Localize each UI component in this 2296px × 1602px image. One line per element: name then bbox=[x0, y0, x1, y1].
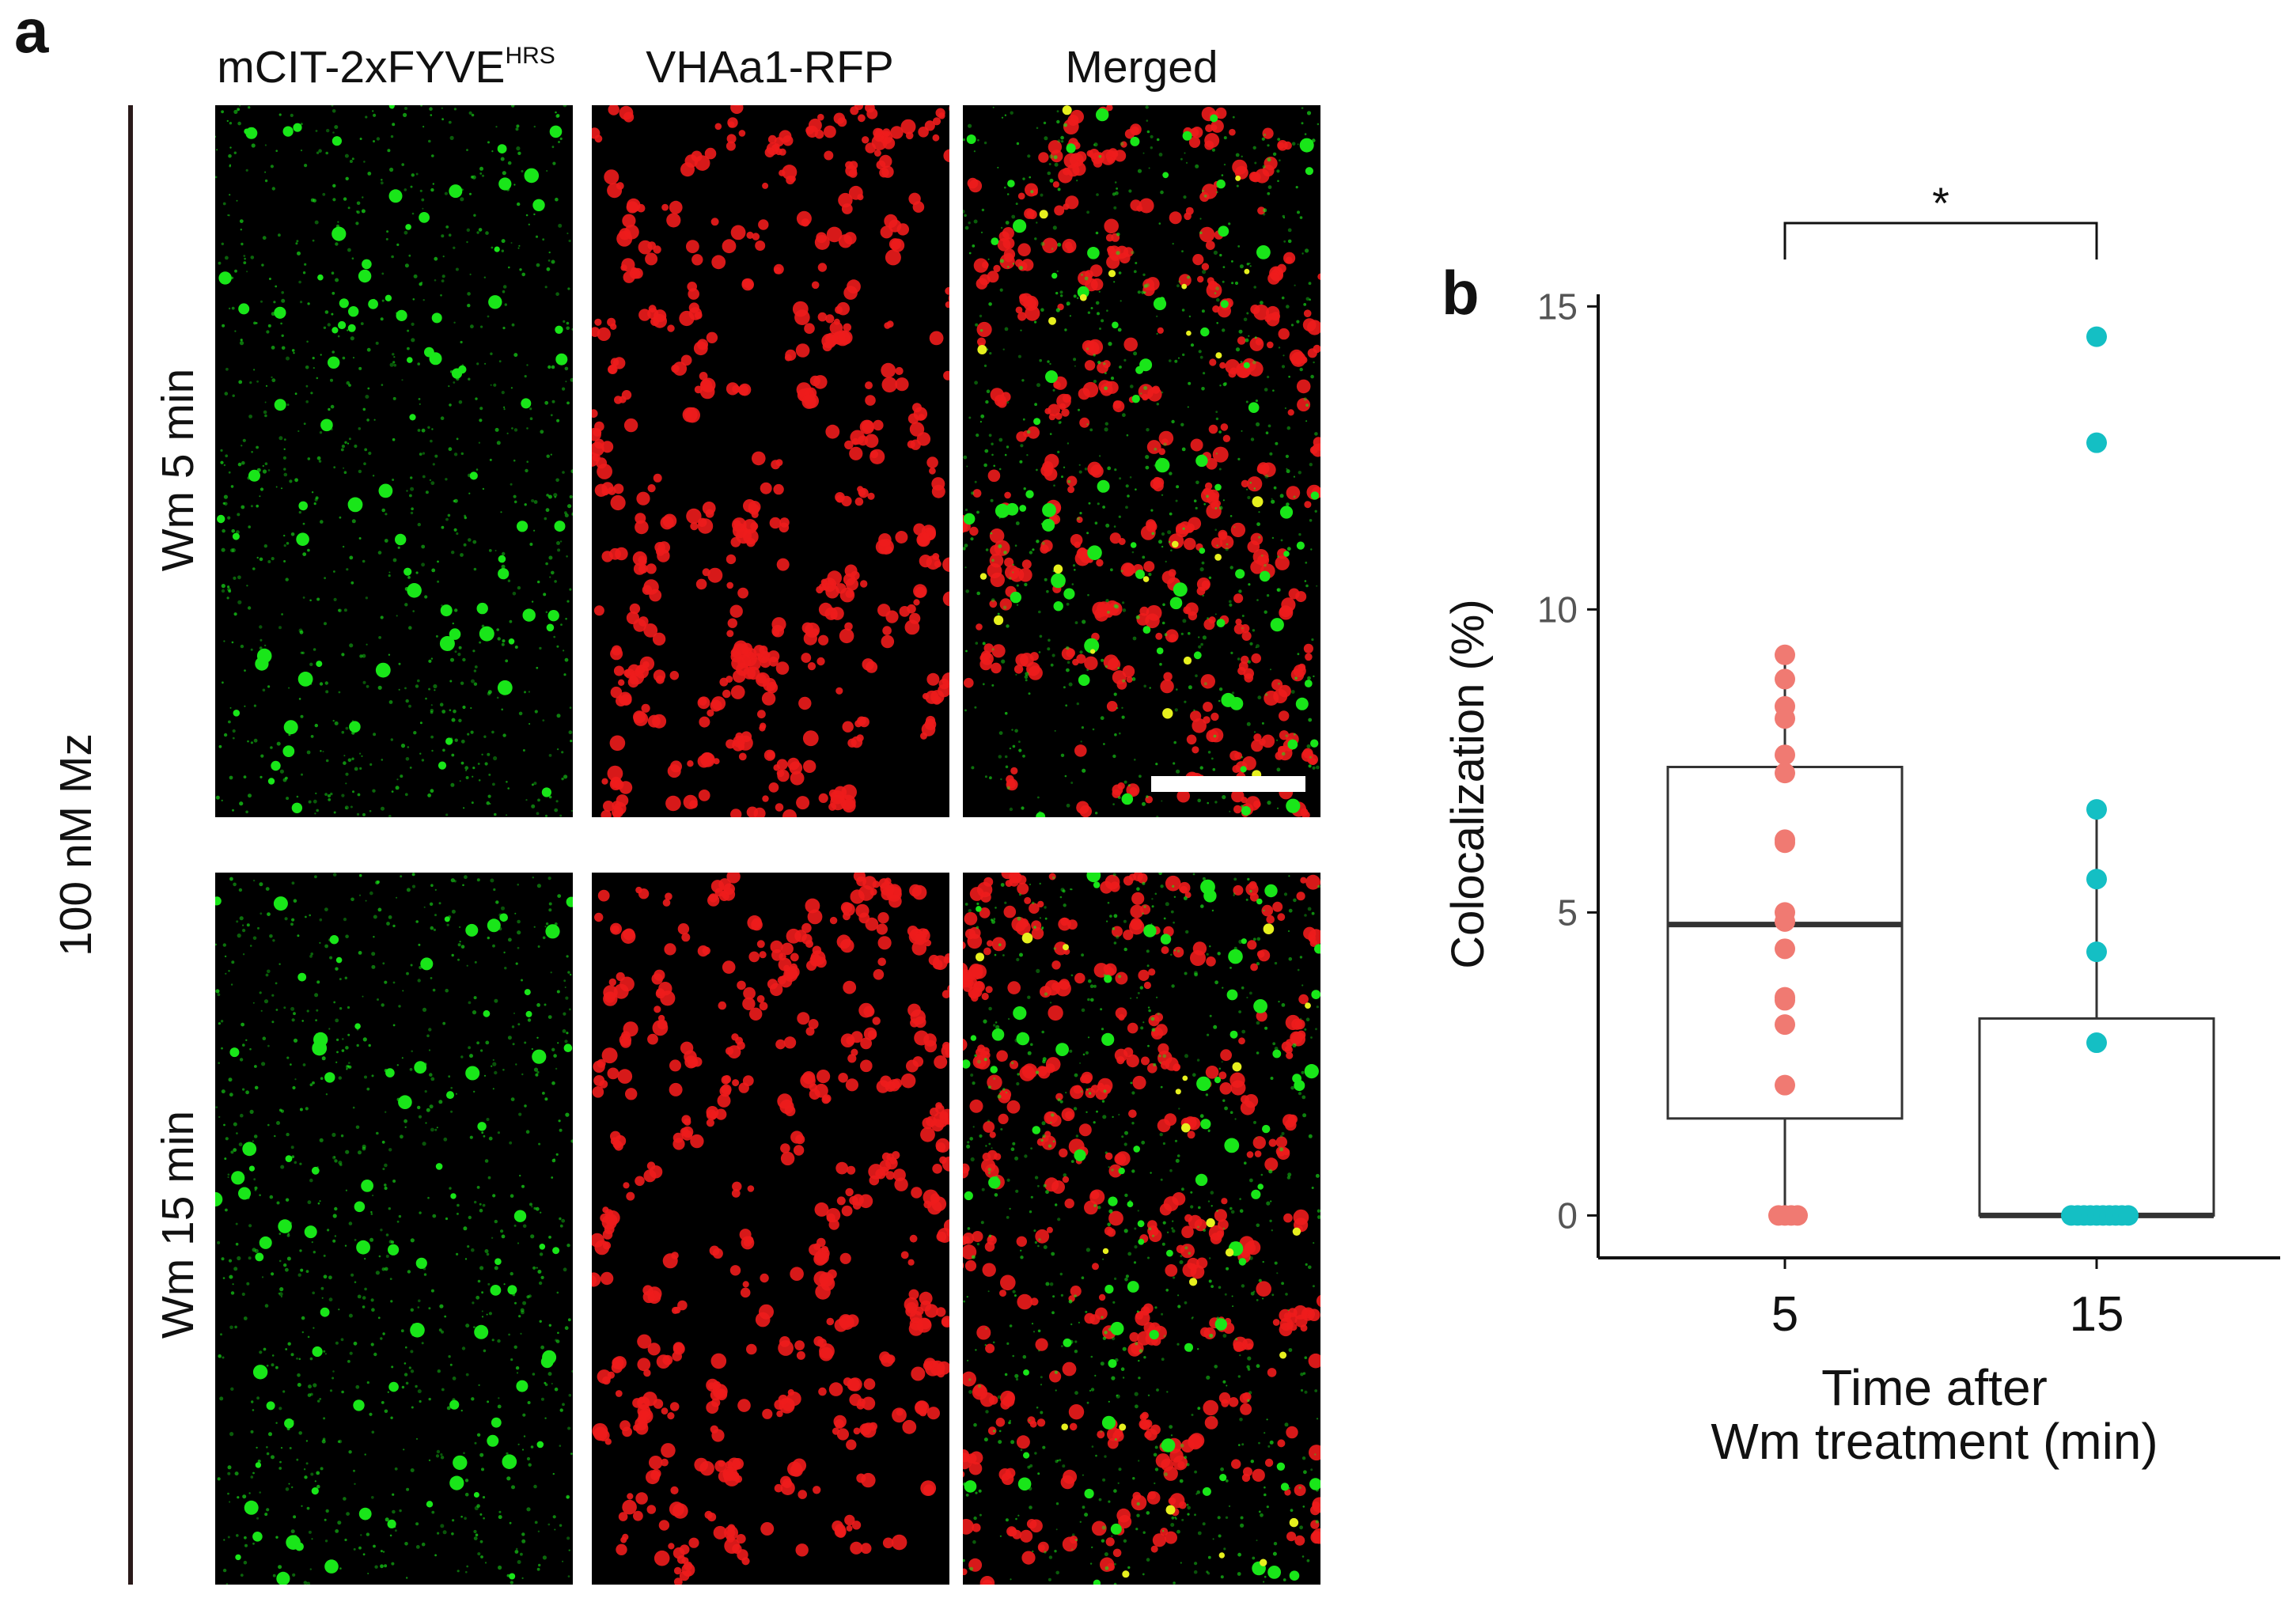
data-point bbox=[2086, 432, 2107, 453]
data-point bbox=[1775, 1074, 1795, 1096]
data-point bbox=[1787, 1205, 1808, 1226]
speckle-layer bbox=[592, 873, 949, 1585]
x-axis-label-line: Wm treatment (min) bbox=[1711, 1413, 2158, 1470]
y-tick-label: 15 bbox=[1537, 286, 1578, 327]
data-point bbox=[1775, 911, 1795, 932]
micrograph-green-wm5 bbox=[215, 105, 573, 817]
column-header-merged: Merged bbox=[1065, 42, 1218, 93]
column-header-red: VHAa1-RFP bbox=[646, 42, 894, 93]
data-point bbox=[2086, 941, 2107, 963]
micrograph-merged-wm5 bbox=[963, 105, 1320, 817]
data-point bbox=[2086, 326, 2107, 347]
significance-bracket bbox=[1783, 222, 2098, 259]
data-point bbox=[1775, 990, 1795, 1011]
y-tick-label: 0 bbox=[1557, 1195, 1578, 1236]
data-point bbox=[1775, 763, 1795, 784]
y-tick-label: 10 bbox=[1537, 589, 1578, 630]
x-axis-label-line: Time after bbox=[1821, 1359, 2048, 1416]
data-point bbox=[1775, 708, 1795, 729]
data-point bbox=[1775, 832, 1795, 854]
speckle-layer bbox=[215, 873, 573, 1585]
speckle-layer bbox=[963, 873, 1320, 1585]
x-tick-label: 15 bbox=[2070, 1287, 2124, 1342]
speckle-layer bbox=[215, 105, 573, 817]
data-point bbox=[1775, 644, 1795, 665]
data-point bbox=[2086, 799, 2107, 820]
significance-label: * bbox=[1932, 178, 1949, 228]
y-axis-label: Colocalization (%) bbox=[1442, 599, 1494, 968]
data-point bbox=[1775, 668, 1795, 690]
green-channel-superscript: HRS bbox=[505, 43, 555, 69]
data-point bbox=[1775, 744, 1795, 766]
treatment-bracket-line bbox=[128, 105, 133, 1585]
data-point bbox=[1768, 1205, 1789, 1226]
panel-a-letter: a bbox=[14, 0, 49, 66]
data-point bbox=[2118, 1205, 2139, 1226]
scale-bar bbox=[1151, 776, 1305, 792]
micrograph-merged-wm15 bbox=[963, 873, 1320, 1585]
y-tick-label: 5 bbox=[1557, 892, 1578, 933]
column-header-green: mCIT-2xFYVEHRS bbox=[188, 41, 584, 93]
data-point bbox=[2086, 1032, 2107, 1054]
micrograph-green-wm15 bbox=[215, 873, 573, 1585]
green-channel-name: mCIT-2xFYVE bbox=[217, 42, 506, 93]
data-point bbox=[2061, 1205, 2082, 1226]
data-point bbox=[1775, 1014, 1795, 1036]
micrograph-red-wm15 bbox=[592, 873, 949, 1585]
data-point bbox=[1775, 938, 1795, 960]
x-tick-label: 5 bbox=[1771, 1287, 1798, 1342]
data-point bbox=[2086, 869, 2107, 890]
panel-b-letter: b bbox=[1442, 258, 1480, 328]
speckle-layer bbox=[963, 105, 1320, 817]
micrograph-red-wm5 bbox=[592, 105, 949, 817]
speckle-layer bbox=[592, 105, 949, 817]
